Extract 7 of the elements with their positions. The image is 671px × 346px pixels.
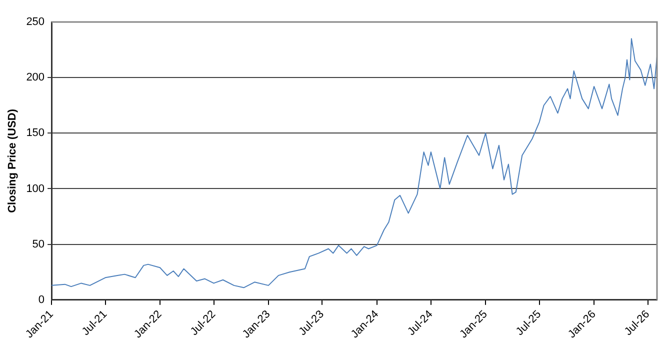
y-tick-label: 100 (26, 182, 45, 195)
y-tick-label: 200 (26, 72, 45, 84)
y-tick-label: 0 (38, 294, 45, 306)
y-tick-label: 50 (32, 238, 45, 250)
y-tick-label: 250 (26, 16, 45, 28)
y-axis-title: Closing Price (USD) (6, 108, 19, 213)
y-tick-label: 150 (26, 127, 45, 140)
